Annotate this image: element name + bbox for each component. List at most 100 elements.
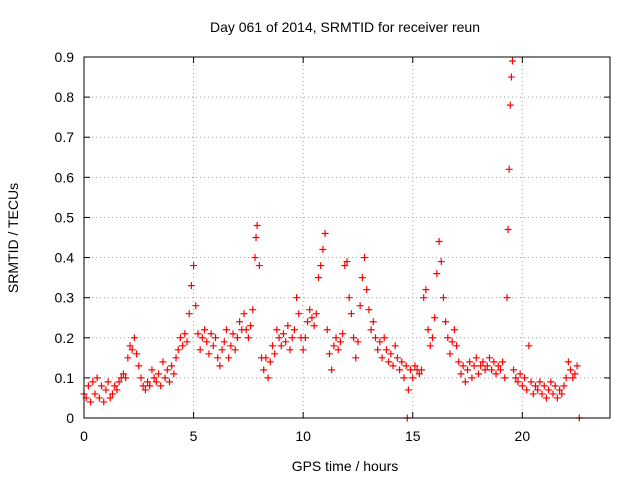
data-point xyxy=(209,342,217,350)
data-point xyxy=(551,382,559,390)
data-point xyxy=(352,354,360,362)
data-point xyxy=(437,258,445,266)
data-point xyxy=(540,382,548,390)
data-point xyxy=(268,342,276,350)
data-point xyxy=(334,346,342,354)
data-point xyxy=(290,326,298,334)
data-point xyxy=(560,382,568,390)
data-point xyxy=(407,366,415,374)
y-tick-label: 0.6 xyxy=(55,169,75,185)
data-point xyxy=(231,346,239,354)
data-point xyxy=(236,318,244,326)
data-point xyxy=(190,262,198,270)
data-point xyxy=(415,370,423,378)
data-point xyxy=(249,306,257,314)
data-point xyxy=(564,358,572,366)
data-point xyxy=(308,314,316,322)
data-point xyxy=(273,326,281,334)
data-point xyxy=(179,342,187,350)
data-point xyxy=(391,342,399,350)
data-point xyxy=(122,374,130,382)
data-point xyxy=(325,350,333,358)
x-tick-label: 0 xyxy=(80,428,88,444)
data-point xyxy=(450,326,458,334)
data-point xyxy=(442,318,450,326)
data-point xyxy=(356,302,364,310)
data-point xyxy=(336,338,344,346)
data-point xyxy=(529,390,537,398)
data-point xyxy=(562,374,570,382)
x-axis-title: GPS time / hours xyxy=(292,458,399,474)
data-point xyxy=(424,326,432,334)
data-point xyxy=(84,382,92,390)
data-point xyxy=(233,334,241,342)
data-point xyxy=(187,282,195,290)
data-point xyxy=(293,294,301,302)
data-point xyxy=(315,274,323,282)
data-point xyxy=(161,374,169,382)
data-point xyxy=(130,334,138,342)
data-point xyxy=(380,334,388,342)
data-point xyxy=(205,350,213,358)
data-point xyxy=(183,338,191,346)
data-point xyxy=(389,362,397,370)
data-point xyxy=(420,294,428,302)
data-point xyxy=(347,310,355,318)
data-point xyxy=(371,334,379,342)
data-point xyxy=(198,334,206,342)
data-point xyxy=(242,326,250,334)
data-point xyxy=(361,254,369,262)
data-point xyxy=(542,394,550,402)
data-point xyxy=(247,322,255,330)
data-point xyxy=(240,310,248,318)
data-point xyxy=(323,326,331,334)
data-point xyxy=(367,326,375,334)
data-point xyxy=(218,346,226,354)
data-point xyxy=(461,378,469,386)
data-point xyxy=(459,362,467,370)
data-point xyxy=(295,310,303,318)
x-tick-label: 15 xyxy=(405,428,421,444)
data-point xyxy=(466,358,474,366)
data-point xyxy=(435,238,443,246)
data-point xyxy=(426,342,434,350)
data-point xyxy=(203,338,211,346)
x-tick-label: 20 xyxy=(515,428,531,444)
data-point xyxy=(87,398,95,406)
data-point xyxy=(113,386,121,394)
data-point xyxy=(141,386,149,394)
data-point xyxy=(148,366,156,374)
data-point xyxy=(317,262,325,270)
data-point xyxy=(264,374,272,382)
grid xyxy=(84,56,610,418)
y-tick-label: 0.2 xyxy=(55,330,75,346)
data-point xyxy=(505,165,513,173)
data-point xyxy=(282,338,290,346)
data-point xyxy=(332,334,340,342)
data-point xyxy=(159,358,167,366)
data-point xyxy=(260,366,268,374)
data-point xyxy=(569,374,577,382)
data-point xyxy=(194,330,202,338)
data-point xyxy=(111,382,119,390)
data-point xyxy=(475,370,482,378)
data-point xyxy=(144,378,152,386)
data-point xyxy=(494,362,502,370)
data-point xyxy=(400,374,408,382)
data-point xyxy=(108,390,116,398)
data-point xyxy=(288,334,296,342)
data-point xyxy=(299,346,307,354)
data-point xyxy=(133,350,141,358)
data-point xyxy=(279,330,287,338)
data-point xyxy=(499,358,507,366)
data-point xyxy=(170,370,178,378)
data-point xyxy=(91,390,99,398)
data-point xyxy=(135,362,143,370)
data-point xyxy=(481,366,489,374)
data-point xyxy=(284,322,292,330)
data-point xyxy=(538,390,546,398)
data-point xyxy=(128,346,136,354)
data-point xyxy=(330,342,338,350)
data-point xyxy=(174,346,182,354)
data-point xyxy=(545,386,553,394)
